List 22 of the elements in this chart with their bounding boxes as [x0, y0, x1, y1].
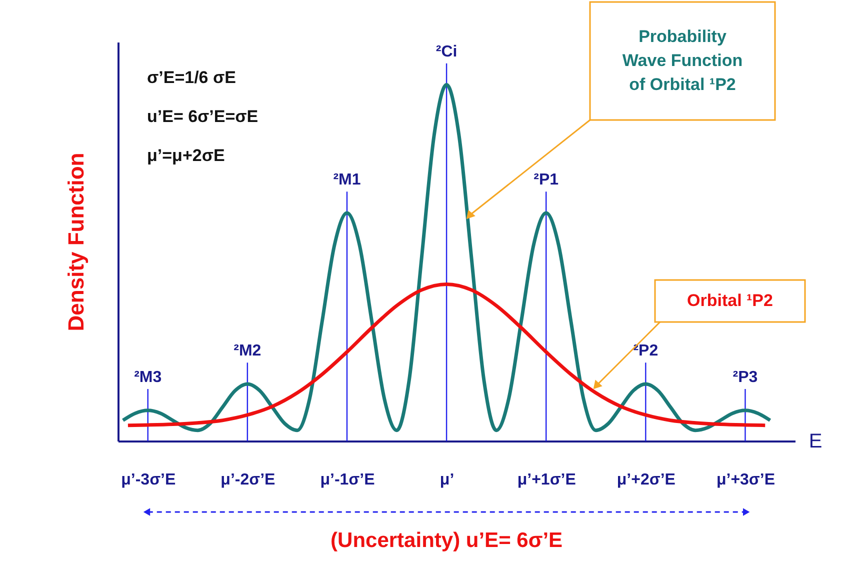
x-axis-title: E: [808, 430, 822, 452]
x-tick-label: μ’+2σ’E: [616, 472, 676, 488]
text: Probability Wave Function of Orbital ¹P2: [622, 27, 743, 94]
x-tick-label: μ’-3σ’E: [121, 472, 176, 488]
x-tick-label: μ’+1σ’E: [517, 472, 576, 488]
y-axis-title: Density Function: [64, 152, 88, 332]
annotation: u’E= 6σ’E=σE: [147, 107, 258, 126]
ref-line-label: ²Ci: [436, 43, 458, 60]
x-tick-label: μ’+3σ’E: [716, 472, 776, 488]
x-tick-label: μ’-1σ’E: [320, 472, 376, 488]
ref-line-label: ²P2: [633, 342, 658, 360]
ref-line-label: ²P3: [732, 368, 758, 386]
ref-line-label: ²M2: [234, 342, 262, 360]
ref-line-label: ²P1: [534, 172, 559, 189]
ref-line-label: ²M1: [333, 172, 361, 189]
x-tick-label: μ’-2σ’E: [220, 472, 276, 488]
text: (Uncertainty) u’E= 6σ’E: [330, 529, 563, 552]
annotation: μ’=μ+2σE: [147, 146, 225, 165]
x-tick-label: μ’: [440, 472, 454, 488]
text: Orbital ¹P2: [687, 291, 773, 310]
ref-line-label: ²M3: [134, 368, 162, 386]
annotation: σ’E=1/6 σE: [147, 68, 236, 87]
